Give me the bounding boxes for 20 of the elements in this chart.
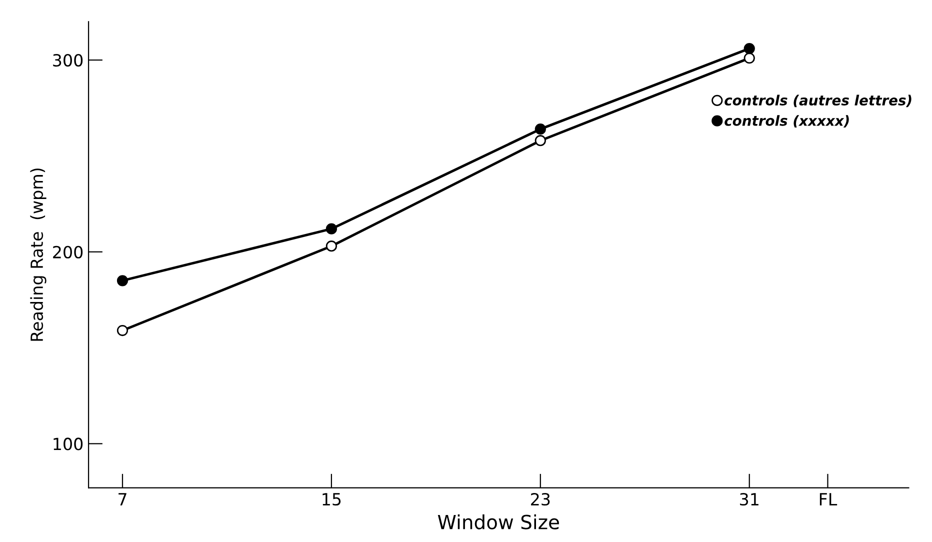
point <box>744 52 755 64</box>
x-axis-title: Window Size <box>438 514 559 530</box>
x-tick-label: 15 <box>322 493 341 506</box>
point <box>326 240 338 252</box>
x-tick-label: 7 <box>118 493 126 506</box>
y-tick-label: 200 <box>53 246 83 258</box>
x-tick-label: 31 <box>740 492 758 506</box>
point <box>534 124 546 135</box>
point <box>534 135 546 146</box>
y-tick-label: 100 <box>54 438 83 450</box>
x-tick-label: 23 <box>531 492 550 506</box>
y-tick-label: 300 <box>53 54 83 67</box>
x-tick-label: FL <box>820 493 838 506</box>
legend-label: controls (autres lettres) <box>724 94 912 108</box>
point <box>744 42 755 54</box>
point <box>326 223 338 234</box>
point <box>116 275 128 286</box>
y-axis-title: Reading Rate (wpm) <box>30 168 46 341</box>
point <box>116 324 128 336</box>
legend-label: controls (xxxxx) <box>724 115 849 128</box>
